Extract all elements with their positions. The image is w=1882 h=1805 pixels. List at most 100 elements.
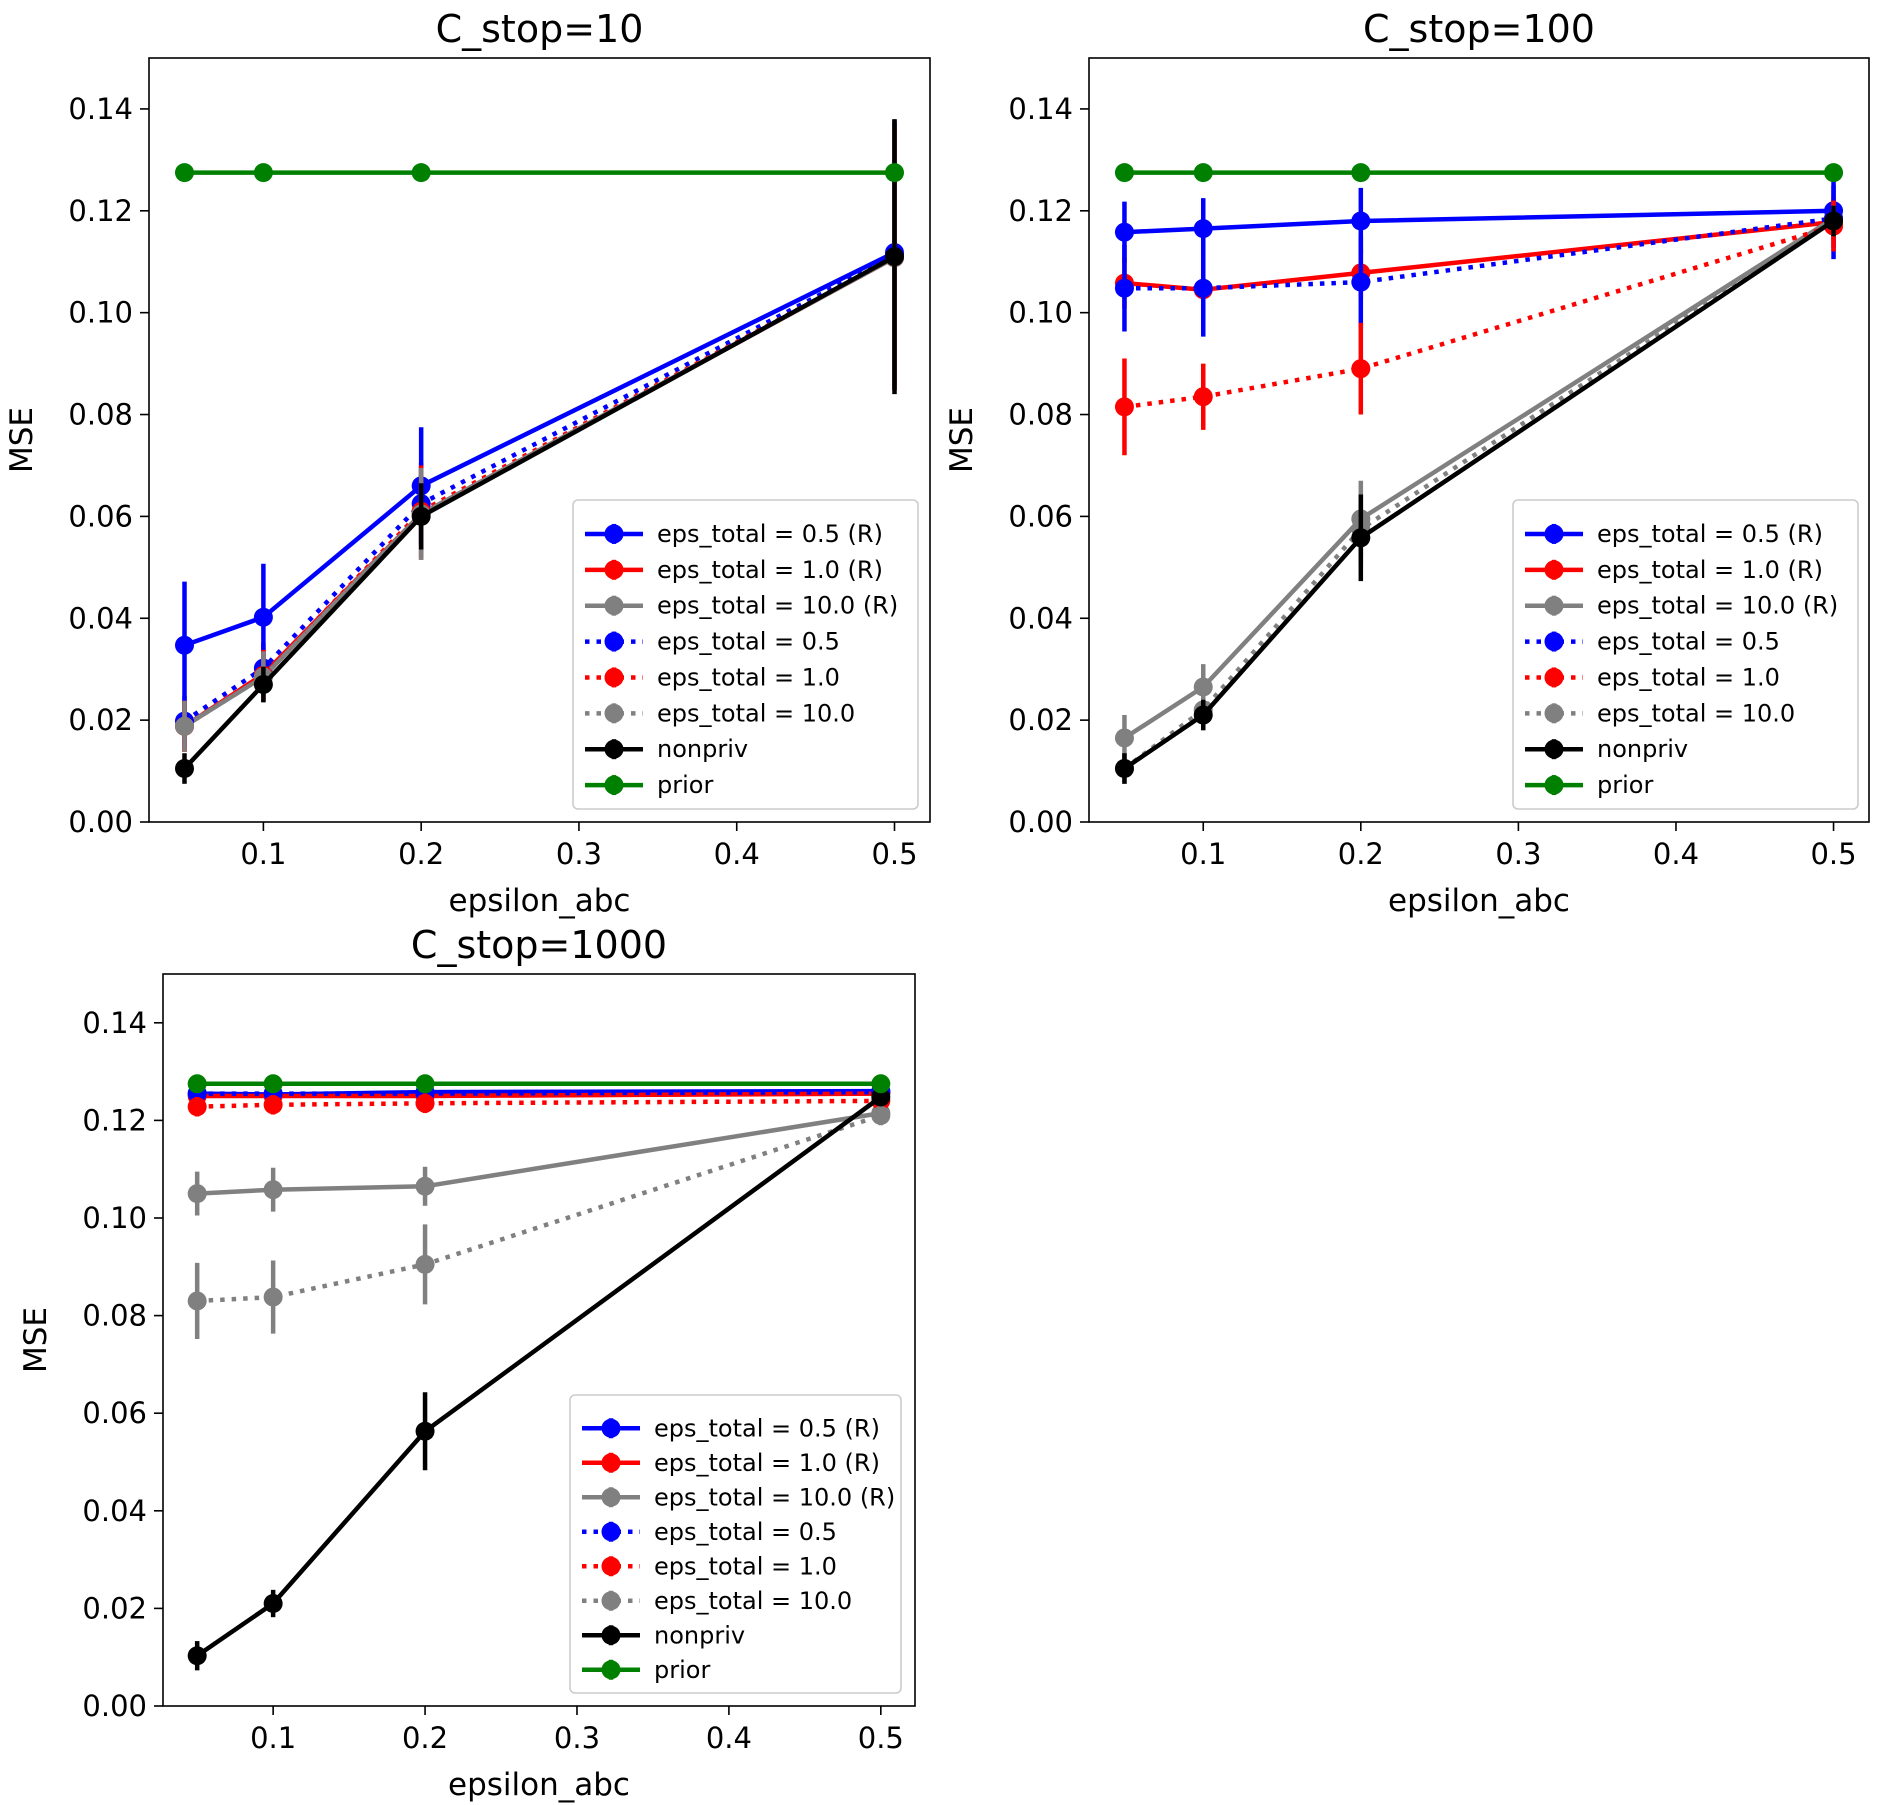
- y-axis-label: MSE: [4, 407, 40, 473]
- y-tick-label: 0.04: [68, 601, 133, 635]
- x-tick-label: 0.4: [706, 1721, 752, 1755]
- chart-title: C_stop=1000: [411, 923, 667, 967]
- x-tick-label: 0.1: [1180, 837, 1226, 871]
- data-layer: [187, 1074, 891, 1671]
- data-point: [1824, 163, 1844, 183]
- x-tick-label: 0.2: [402, 1721, 448, 1755]
- series-line: [197, 1113, 882, 1304]
- series-3: [1114, 177, 1844, 337]
- legend-marker: [604, 739, 624, 759]
- legend-label: prior: [657, 771, 713, 799]
- legend-marker: [604, 596, 624, 616]
- series-line: [197, 1110, 882, 1196]
- y-tick-label: 0.14: [82, 1006, 147, 1040]
- x-tick-label: 0.2: [398, 837, 444, 871]
- legend-label: prior: [654, 1656, 710, 1684]
- data-point: [1351, 211, 1371, 231]
- data-point: [1351, 272, 1371, 292]
- legend-marker: [601, 1591, 621, 1611]
- y-tick-label: 0.06: [1008, 499, 1073, 533]
- y-tick-label: 0.14: [1008, 92, 1073, 126]
- subplot-2: C_stop=100 0.1 0.2 0.3 0.4 0.5 0.00 0.02 0.04 0.0…: [944, 7, 1870, 919]
- legend-label: eps_total = 0.5: [654, 1518, 837, 1546]
- series-0: [1114, 185, 1844, 263]
- series-6: [1114, 205, 1844, 784]
- legend-marker: [601, 1418, 621, 1438]
- data-point: [263, 1180, 283, 1200]
- data-point: [871, 1087, 891, 1107]
- series-line: [183, 250, 896, 648]
- legend-box: [572, 499, 919, 810]
- legend-marker: [604, 524, 624, 544]
- legend-marker: [601, 1556, 621, 1576]
- series-line: [197, 1098, 881, 1109]
- x-tick-label: 0.5: [858, 1721, 904, 1755]
- subplot-3: C_stop=1000 0.1 0.2 0.3 0.4 0.5 0.00 0.02 0.04 0.…: [18, 923, 916, 1803]
- data-point: [415, 1093, 435, 1113]
- x-axis-label: epsilon_abc: [448, 1767, 630, 1803]
- series-7: [1114, 163, 1844, 183]
- series-7: [175, 163, 904, 183]
- data-point: [263, 1287, 283, 1307]
- data-layer: [175, 119, 904, 784]
- y-tick-label: 0.00: [1008, 805, 1073, 839]
- legend-box: [1512, 499, 1859, 810]
- series-4: [1114, 200, 1844, 456]
- x-tick-label: 0.4: [1653, 837, 1699, 871]
- series-7: [187, 1074, 891, 1094]
- legend-marker: [604, 667, 624, 687]
- x-tick-label: 0.5: [871, 837, 917, 871]
- data-point: [1114, 728, 1134, 748]
- data-point: [415, 1176, 435, 1196]
- data-point: [187, 1074, 207, 1094]
- y-tick-label: 0.12: [68, 194, 133, 228]
- data-point: [1114, 759, 1134, 779]
- series-6: [187, 1087, 891, 1671]
- plot-frame: [1088, 57, 1870, 823]
- data-point: [871, 1074, 891, 1094]
- series-line: [1124, 216, 1834, 291]
- legend-label: prior: [1597, 771, 1653, 799]
- data-point: [1114, 397, 1134, 417]
- data-point: [253, 674, 273, 694]
- legend-marker: [1544, 596, 1564, 616]
- x-tick-label: 0.2: [1338, 837, 1384, 871]
- y-tick-label: 0.00: [82, 1689, 147, 1723]
- data-point: [253, 607, 273, 627]
- legend-label: eps_total = 10.0: [654, 1587, 852, 1615]
- series-4: [187, 1091, 891, 1117]
- legend-label: nonpriv: [654, 1621, 745, 1649]
- legend-label: eps_total = 1.0 (R): [654, 1449, 880, 1477]
- y-tick-label: 0.08: [82, 1299, 147, 1333]
- legend-label: eps_total = 1.0 (R): [1597, 556, 1823, 584]
- data-point: [175, 163, 194, 183]
- y-tick-label: 0.12: [82, 1103, 147, 1137]
- data-point: [1824, 211, 1844, 231]
- x-tick-label: 0.3: [1495, 837, 1541, 871]
- legend-marker: [601, 1453, 621, 1473]
- data-point: [871, 1106, 891, 1126]
- legend-marker: [601, 1625, 621, 1645]
- legend-marker: [601, 1660, 621, 1680]
- legend-label: eps_total = 10.0 (R): [1597, 592, 1838, 620]
- data-point: [1193, 219, 1213, 239]
- y-tick-label: 0.02: [82, 1591, 147, 1625]
- data-point: [1193, 705, 1213, 725]
- legend-marker: [601, 1487, 621, 1507]
- y-tick-label: 0.10: [1008, 296, 1073, 330]
- legend-marker: [1544, 524, 1564, 544]
- legend-marker: [1544, 667, 1564, 687]
- x-tick-label: 0.1: [240, 837, 286, 871]
- series-line: [1124, 208, 1834, 235]
- y-axis-label: MSE: [944, 407, 980, 473]
- data-layer: [1114, 163, 1844, 784]
- y-tick-label: 0.06: [68, 499, 133, 533]
- data-point: [1114, 278, 1134, 298]
- series-5: [187, 1105, 891, 1340]
- legend-label: eps_total = 1.0: [657, 663, 840, 691]
- legend-label: eps_total = 0.5 (R): [1597, 520, 1823, 548]
- data-point: [1193, 677, 1213, 697]
- chart-title: C_stop=10: [436, 7, 644, 51]
- legend-label: eps_total = 10.0: [657, 699, 855, 727]
